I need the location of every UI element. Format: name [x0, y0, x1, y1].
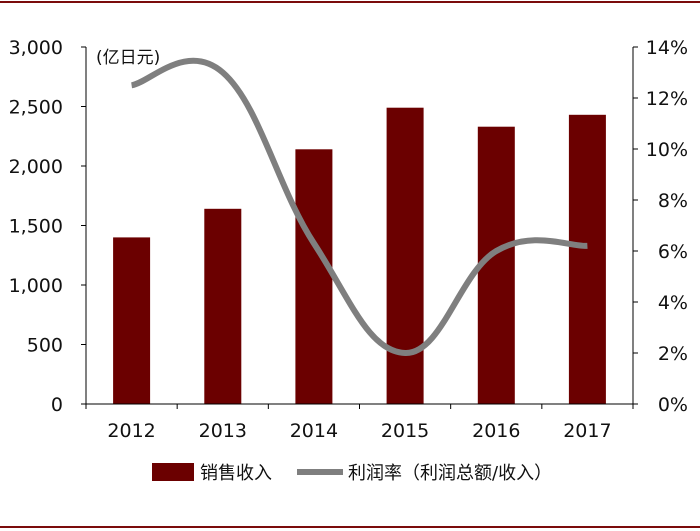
x-tick-label: 2016	[472, 420, 520, 442]
left-tick-label: 2,500	[9, 97, 63, 119]
legend-label-margin: 利润率（利润总额/收入）	[348, 463, 552, 484]
x-tick-label: 2013	[199, 420, 247, 442]
x-tick-label: 2014	[290, 420, 338, 442]
x-axis-ticks: 2012 2013 2014 2015 2016 2017	[107, 420, 611, 442]
right-tick-label: 12%	[646, 88, 688, 110]
margin-line	[130, 57, 588, 357]
bottom-border-line	[0, 526, 700, 528]
left-tick-label: 1,000	[9, 275, 63, 297]
right-axis-ticks: 0% 2% 4% 6% 8% 10% 12% 14%	[646, 37, 688, 416]
left-tick-label: 500	[27, 335, 63, 357]
bar-2012	[113, 237, 151, 404]
left-tick-label: 3,000	[9, 37, 63, 59]
x-tick-label: 2017	[563, 420, 611, 442]
right-tick-label: 2%	[658, 343, 688, 365]
bar-series	[113, 107, 606, 405]
legend-swatch-revenue	[152, 463, 194, 481]
legend-label-revenue: 销售收入	[200, 463, 272, 484]
right-tick-label: 8%	[658, 190, 688, 212]
axes	[81, 46, 638, 409]
top-border-line	[0, 1, 700, 3]
bar-2013	[204, 208, 242, 404]
bar-2014	[295, 149, 333, 404]
left-tick-label: 0	[51, 394, 63, 416]
unit-label: (亿日元)	[96, 48, 160, 68]
x-tick-label: 2015	[381, 420, 429, 442]
left-axis-ticks: 0 500 1,000 1,500 2,000 2,500 3,000	[9, 37, 63, 416]
right-tick-label: 14%	[646, 37, 688, 59]
bar-2017	[568, 114, 606, 405]
x-tick-label: 2012	[107, 420, 155, 442]
right-tick-label: 6%	[658, 241, 688, 263]
left-tick-label: 2,000	[9, 156, 63, 178]
right-tick-label: 10%	[646, 139, 688, 161]
line-series	[130, 57, 588, 357]
legend: 销售收入 利润率（利润总额/收入）	[152, 463, 552, 484]
bar-2015	[386, 107, 424, 404]
right-tick-label: 0%	[658, 394, 688, 416]
right-tick-label: 4%	[658, 292, 688, 314]
left-tick-label: 1,500	[9, 216, 63, 238]
